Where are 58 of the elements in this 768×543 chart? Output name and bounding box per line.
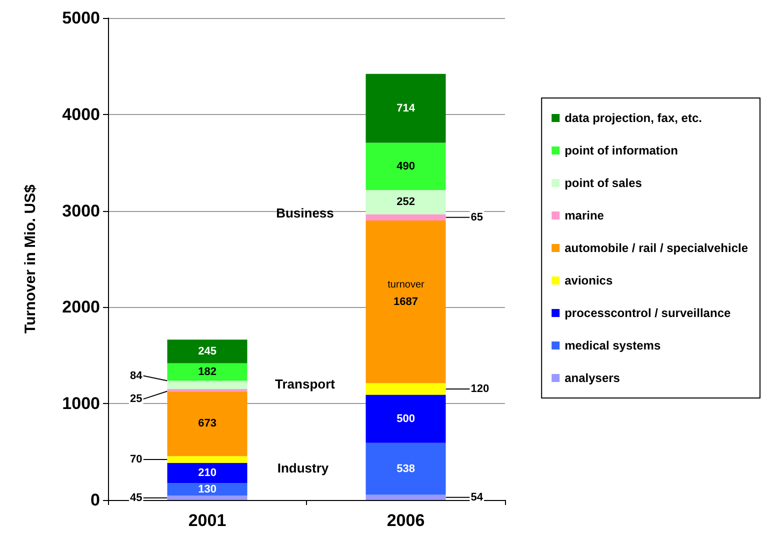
x-tick-label: 2006 — [386, 511, 425, 530]
bar — [167, 483, 248, 496]
annotation: Business — [276, 206, 334, 220]
data-label: 54 — [470, 491, 484, 504]
legend-label: avionics — [564, 274, 613, 288]
legend-label: processcontrol / surveillance — [564, 306, 731, 320]
bar — [167, 391, 248, 456]
data-label: 45 — [130, 492, 142, 504]
bar — [366, 74, 446, 143]
bar — [167, 388, 248, 392]
legend-label: point of information — [564, 144, 678, 158]
legend-label: data projection, fax, etc. — [564, 111, 702, 125]
legend-label: point of sales — [564, 176, 642, 190]
bar — [167, 340, 248, 364]
data-label: 65 — [470, 211, 483, 224]
annotation: Industry — [277, 460, 330, 476]
legend-label: marine — [564, 208, 604, 222]
y-axis-title: Turnover in Mio. US$ — [22, 184, 39, 334]
data-label: 70 — [130, 454, 142, 466]
y-tick-label: 4000 — [62, 104, 100, 124]
bar — [366, 142, 446, 190]
bar — [366, 394, 446, 443]
data-label: 500 — [396, 412, 415, 425]
y-tick-label: 1000 — [62, 394, 100, 414]
annotation: turnover — [388, 280, 426, 290]
data-label: 182 — [198, 366, 216, 378]
data-label: 210 — [198, 467, 216, 480]
y-tick-label: 5000 — [62, 8, 100, 28]
bar — [366, 494, 446, 500]
annotation: Transport — [275, 376, 336, 392]
bar — [366, 383, 446, 395]
data-label: 538 — [396, 462, 415, 475]
y-tick-label: 3000 — [62, 201, 100, 220]
data-label: 245 — [198, 345, 216, 358]
data-label: 120 — [470, 382, 490, 395]
data-label: 252 — [396, 196, 415, 208]
data-label: 714 — [396, 102, 416, 114]
x-tick-label: 2001 — [188, 511, 226, 530]
bar — [366, 214, 446, 221]
data-label: 673 — [198, 418, 216, 430]
bar — [366, 442, 446, 495]
data-label: 84 — [130, 370, 144, 382]
bar — [167, 496, 248, 500]
data-label: 130 — [198, 483, 216, 496]
legend-label: automobile / rail / specialvehicle — [564, 241, 748, 255]
legend-label: medical systems — [564, 338, 661, 352]
data-label: 25 — [130, 393, 142, 406]
bar — [366, 220, 446, 384]
data-label: 1687 — [394, 296, 418, 308]
data-label: 490 — [396, 160, 415, 172]
bar — [167, 456, 248, 463]
bar — [167, 363, 248, 381]
legend-label: analysers — [564, 371, 620, 385]
bar — [167, 380, 248, 389]
y-tick-label: 0 — [90, 490, 100, 510]
bar — [366, 190, 446, 214]
y-tick-label: 2000 — [62, 298, 100, 317]
bar — [167, 462, 248, 484]
